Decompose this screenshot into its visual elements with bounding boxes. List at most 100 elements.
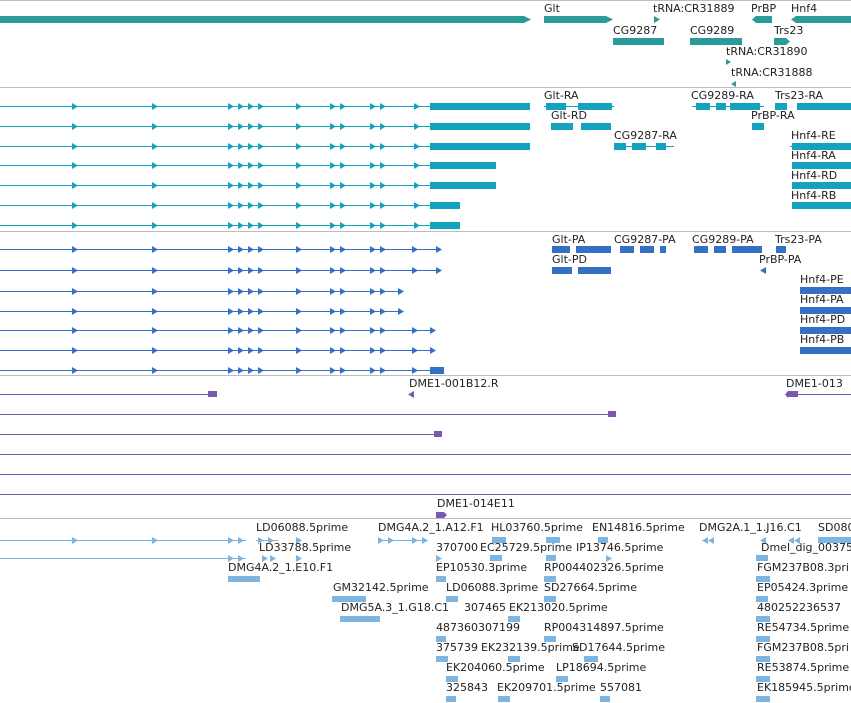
est-block[interactable] xyxy=(436,636,446,642)
est-label[interactable]: FGM237B08.5pri xyxy=(757,641,849,654)
est-label[interactable]: HL03760.5prime xyxy=(491,521,583,534)
protein-label[interactable]: CG9289-PA xyxy=(692,233,754,246)
est-block[interactable] xyxy=(600,696,610,702)
est-block[interactable] xyxy=(756,555,768,561)
transcript-line[interactable] xyxy=(0,146,430,147)
transcript-label[interactable]: Hnf4-RA xyxy=(791,149,836,162)
protein-line[interactable] xyxy=(0,270,440,271)
est-block[interactable] xyxy=(756,596,768,602)
protein-line[interactable] xyxy=(0,330,432,331)
transcript-label[interactable]: Hnf4-RB xyxy=(791,189,837,202)
clone-arrow[interactable] xyxy=(408,391,414,398)
gene-bar-prbp[interactable] xyxy=(756,16,772,23)
est-label[interactable]: GM32142.5prime xyxy=(333,581,429,594)
est-label[interactable]: 307465 xyxy=(464,601,506,614)
est-label[interactable]: 480252236537 xyxy=(757,601,841,614)
est-block[interactable] xyxy=(446,696,456,702)
est-label[interactable]: EP10530.3prime xyxy=(436,561,528,574)
trna-marker[interactable] xyxy=(726,59,731,65)
transcript-label[interactable]: Glt-RA xyxy=(544,89,579,102)
protein-line[interactable] xyxy=(0,370,432,371)
est-label[interactable]: RP004314897.5prime xyxy=(544,621,664,634)
gene-label[interactable]: PrBP xyxy=(751,2,777,15)
est-label[interactable]: FGM237B08.3pri xyxy=(757,561,849,574)
est-block[interactable] xyxy=(756,616,770,622)
est-block[interactable] xyxy=(490,555,502,561)
protein-line[interactable] xyxy=(0,291,400,292)
est-block[interactable] xyxy=(492,537,506,543)
est-line[interactable] xyxy=(0,540,246,541)
est-label[interactable]: 375739 xyxy=(436,641,478,654)
est-line[interactable] xyxy=(256,540,278,541)
est-block[interactable] xyxy=(332,596,366,602)
gene-bar-cg9289[interactable] xyxy=(690,38,742,45)
protein-label[interactable]: Hnf4-PB xyxy=(800,333,845,346)
gene-label[interactable]: tRNA:CR31889 xyxy=(653,2,735,15)
transcript-line[interactable] xyxy=(0,205,430,206)
transcript-label[interactable]: Glt-RD xyxy=(551,109,587,122)
est-block[interactable] xyxy=(436,576,446,582)
protein-label[interactable]: Trs23-PA xyxy=(775,233,822,246)
gene-label[interactable]: tRNA:CR31888 xyxy=(731,66,813,79)
trna-marker[interactable] xyxy=(731,81,736,87)
est-label[interactable]: DMG4A.2_1.A12.F1 xyxy=(378,521,484,534)
est-label[interactable]: 557081 xyxy=(600,681,642,694)
est-label[interactable]: EP05424.3prime xyxy=(757,581,849,594)
protein-line[interactable] xyxy=(0,249,440,250)
est-label[interactable]: EK213020.5prime xyxy=(509,601,608,614)
transcript-line[interactable] xyxy=(0,225,430,226)
gene-bar-glt[interactable] xyxy=(544,16,606,23)
gene-label[interactable]: tRNA:CR31890 xyxy=(726,45,808,58)
est-label[interactable]: RE53874.5prime xyxy=(757,661,850,674)
transcript-line[interactable] xyxy=(0,126,430,127)
clone-line[interactable] xyxy=(0,394,210,395)
est-label[interactable]: EC25729.5prime xyxy=(480,541,573,554)
est-label[interactable]: DMG5A.3_1.G18.C1 xyxy=(341,601,450,614)
transcript-label[interactable]: CG9287-RA xyxy=(614,129,677,142)
gene-label[interactable]: Glt xyxy=(544,2,560,15)
est-block[interactable] xyxy=(446,676,458,682)
est-block[interactable] xyxy=(544,576,556,582)
est-label[interactable]: RE54734.5prime xyxy=(757,621,850,634)
est-block[interactable] xyxy=(756,656,770,662)
protein-label[interactable]: Glt-PA xyxy=(552,233,586,246)
clone-line[interactable] xyxy=(0,494,851,495)
est-block[interactable] xyxy=(446,596,458,602)
protein-label[interactable]: Hnf4-PD xyxy=(800,313,846,326)
est-label[interactable]: EK185945.5prime xyxy=(757,681,851,694)
est-block[interactable] xyxy=(546,537,560,543)
est-block[interactable] xyxy=(756,676,770,682)
protein-line[interactable] xyxy=(0,311,400,312)
est-label[interactable]: 325843 xyxy=(446,681,488,694)
transcript-label[interactable]: CG9289-RA xyxy=(691,89,754,102)
est-block[interactable] xyxy=(436,656,448,662)
transcript-line[interactable] xyxy=(0,165,430,166)
est-block[interactable] xyxy=(508,616,520,622)
est-label[interactable]: 487360307199 xyxy=(436,621,520,634)
protein-label[interactable]: Hnf4-PA xyxy=(800,293,844,306)
transcript-line[interactable] xyxy=(0,106,430,107)
gene-label[interactable]: Hnf4 xyxy=(791,2,818,15)
gene-bar-trs23[interactable] xyxy=(774,38,786,45)
gene-bar[interactable] xyxy=(0,16,524,23)
gene-label[interactable]: CG9289 xyxy=(690,24,735,37)
est-label[interactable]: LP18694.5prime xyxy=(556,661,647,674)
est-block[interactable] xyxy=(756,636,770,642)
est-label[interactable]: EN14816.5prime xyxy=(592,521,685,534)
clone-line[interactable] xyxy=(0,474,851,475)
protein-label[interactable]: PrBP-PA xyxy=(759,253,802,266)
est-block[interactable] xyxy=(584,656,598,662)
est-block[interactable] xyxy=(818,537,851,543)
est-block[interactable] xyxy=(228,576,260,582)
gene-label[interactable]: Trs23 xyxy=(774,24,804,37)
protein-line[interactable] xyxy=(0,350,432,351)
est-block[interactable] xyxy=(546,555,556,561)
est-block[interactable] xyxy=(508,656,520,662)
est-block[interactable] xyxy=(598,537,608,543)
est-label[interactable]: LD06088.3prime xyxy=(446,581,539,594)
est-label[interactable]: EK204060.5prime xyxy=(446,661,545,674)
est-label[interactable]: DMG4A.2_1.E10.F1 xyxy=(228,561,334,574)
est-label[interactable]: IP13746.5prime xyxy=(576,541,664,554)
transcript-line[interactable] xyxy=(692,106,764,107)
clone-line[interactable] xyxy=(0,434,436,435)
